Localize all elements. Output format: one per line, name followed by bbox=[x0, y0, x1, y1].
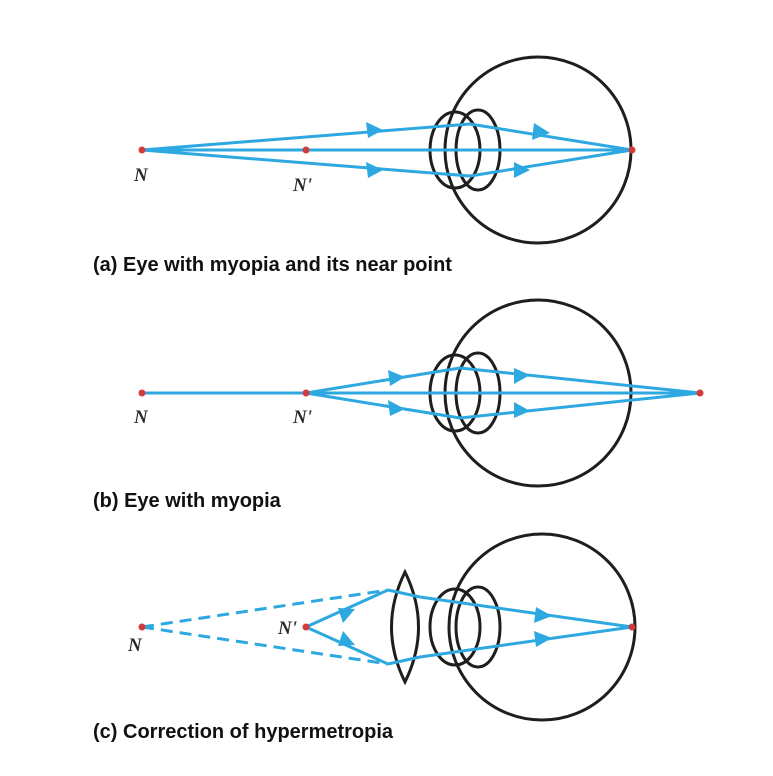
point-n bbox=[138, 389, 146, 397]
arrow-head bbox=[534, 631, 552, 647]
rays-b bbox=[142, 366, 701, 420]
convex-lens bbox=[390, 568, 420, 686]
label-n-prime: N' bbox=[292, 175, 312, 196]
arrows-b bbox=[388, 368, 530, 418]
eyeball bbox=[447, 532, 637, 722]
panel-a: N N' (a) Eye with myopia and its near po… bbox=[0, 0, 773, 290]
panel-b: N N' (b) Eye with myopia bbox=[0, 290, 773, 530]
eye-lens bbox=[454, 585, 502, 669]
arrow-head bbox=[338, 631, 355, 646]
arrow-head bbox=[514, 162, 530, 178]
point-n-prime bbox=[302, 389, 310, 397]
rays-a bbox=[141, 122, 633, 178]
rays-c bbox=[141, 588, 633, 666]
image-point bbox=[696, 389, 704, 397]
arrows-c bbox=[338, 607, 552, 647]
point-n-prime bbox=[302, 146, 310, 154]
arrow-head bbox=[514, 368, 530, 384]
label-n: N bbox=[133, 165, 149, 186]
caption-a: (a) Eye with myopia and its near point bbox=[93, 254, 452, 276]
arrow-head bbox=[534, 607, 552, 623]
arrow-head bbox=[366, 122, 383, 138]
arrows-a bbox=[366, 122, 550, 178]
point-n bbox=[138, 146, 146, 154]
label-n: N bbox=[133, 407, 149, 428]
diagram-a: N N' bbox=[133, 55, 636, 245]
point-n-prime bbox=[302, 623, 310, 631]
retina-point bbox=[628, 623, 636, 631]
point-n bbox=[138, 623, 146, 631]
retina-point bbox=[628, 146, 636, 154]
eye-c bbox=[428, 532, 637, 722]
diagram-b: N N' bbox=[133, 298, 704, 488]
arrow-head bbox=[366, 162, 383, 178]
arrow-head bbox=[532, 123, 550, 140]
arrow-head bbox=[338, 608, 355, 623]
diagram-c: N N' bbox=[127, 532, 637, 722]
arrow-head bbox=[514, 402, 530, 418]
caption-c: (c) Correction of hypermetropia bbox=[93, 721, 394, 743]
arrow-head bbox=[388, 370, 405, 386]
arrow-head bbox=[388, 400, 405, 416]
caption-b: (b) Eye with myopia bbox=[93, 490, 281, 512]
label-n-prime: N' bbox=[277, 618, 297, 639]
label-n-prime: N' bbox=[292, 407, 312, 428]
label-n: N bbox=[127, 635, 143, 656]
cornea bbox=[428, 587, 482, 667]
panel-c: N N' (c) Correction of hypermetropia bbox=[0, 530, 773, 776]
